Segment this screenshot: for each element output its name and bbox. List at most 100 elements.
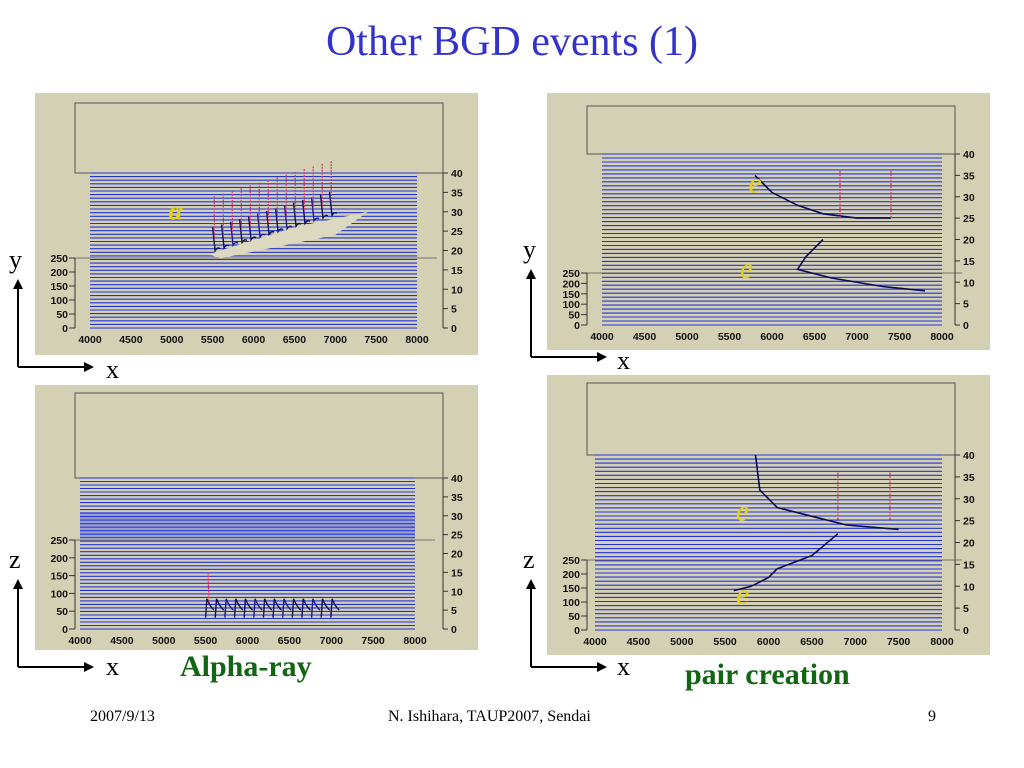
right-tick-label: 0 bbox=[963, 625, 969, 637]
left-tick-label: 250 bbox=[50, 535, 68, 547]
positron-track bbox=[796, 238, 926, 292]
right-tick-label: 10 bbox=[451, 586, 463, 598]
footer-author: N. Ishihara, TAUP2007, Sendai bbox=[388, 708, 591, 725]
panel-background bbox=[35, 385, 478, 650]
axis-label-y-top-right: y bbox=[523, 235, 536, 264]
axis-label-x-bottom-right: x bbox=[617, 652, 630, 681]
x-tick-label: 6500 bbox=[283, 334, 307, 346]
right-tick-label: 0 bbox=[451, 624, 457, 636]
left-tick-label: 100 bbox=[50, 588, 68, 600]
left-tick-label: 100 bbox=[562, 597, 580, 609]
x-tick-label: 8000 bbox=[930, 636, 954, 648]
axis-arrow-bottom-right bbox=[526, 579, 607, 672]
x-tick-label: 8000 bbox=[403, 635, 427, 647]
right-tick-label: 40 bbox=[963, 450, 975, 462]
axis-label-x-top-left: x bbox=[106, 355, 119, 384]
axis-label-z-bottom-right: z bbox=[523, 545, 535, 574]
right-tick-label: 20 bbox=[451, 246, 463, 258]
left-tick-label: 0 bbox=[62, 624, 68, 636]
x-tick-label: 8000 bbox=[405, 334, 429, 346]
alpha-hit-curve bbox=[243, 598, 254, 618]
right-tick-label: 30 bbox=[963, 192, 975, 204]
right-tick-label: 10 bbox=[451, 284, 463, 296]
alpha-track-region bbox=[208, 211, 368, 259]
right-tick-label: 25 bbox=[451, 226, 463, 238]
left-tick-label: 100 bbox=[562, 299, 580, 311]
x-tick-label: 5000 bbox=[670, 636, 694, 648]
right-tick-label: 5 bbox=[451, 605, 457, 617]
left-tick-label: 150 bbox=[50, 571, 68, 583]
particle-annotation: α bbox=[169, 197, 184, 226]
alpha-hit-curve bbox=[328, 191, 338, 218]
left-tick-label: 0 bbox=[574, 625, 580, 637]
left-tick-label: 50 bbox=[56, 606, 68, 618]
alpha-hit-curve bbox=[301, 598, 311, 618]
x-tick-label: 5500 bbox=[713, 636, 737, 648]
alpha-hit-curve bbox=[214, 598, 225, 618]
alpha-peak-marker bbox=[207, 572, 210, 603]
x-tick-label: 4000 bbox=[68, 635, 92, 647]
alpha-hit-curve bbox=[229, 221, 239, 248]
page-number: 9 bbox=[928, 708, 936, 725]
alpha-hit-curve bbox=[291, 598, 302, 618]
axis-label-y-top-left: y bbox=[9, 245, 22, 274]
x-tick-label: 5000 bbox=[675, 331, 699, 343]
right-tick-label: 40 bbox=[963, 149, 975, 161]
left-tick-label: 250 bbox=[50, 253, 68, 265]
right-tick-label: 30 bbox=[963, 494, 975, 506]
left-tick-label: 50 bbox=[568, 611, 580, 623]
x-tick-label: 7500 bbox=[361, 635, 385, 647]
alpha-hit-curve bbox=[211, 227, 221, 253]
x-tick-label: 6000 bbox=[236, 635, 260, 647]
x-tick-label: 4500 bbox=[110, 635, 134, 647]
alpha-hit-curve bbox=[220, 224, 230, 250]
x-tick-label: 4000 bbox=[590, 331, 614, 343]
axis-arrow-top-left bbox=[13, 279, 94, 372]
left-tick-label: 0 bbox=[62, 323, 68, 335]
footer-date: 2007/9/13 bbox=[90, 708, 155, 725]
x-tick-label: 6500 bbox=[803, 331, 827, 343]
left-tick-label: 200 bbox=[562, 278, 580, 290]
alpha-hit-curve bbox=[204, 598, 215, 618]
right-tick-label: 25 bbox=[963, 516, 975, 528]
x-tick-label: 5000 bbox=[152, 635, 176, 647]
x-tick-label: 6000 bbox=[760, 331, 784, 343]
x-tick-label: 7000 bbox=[844, 636, 868, 648]
left-tick-label: 150 bbox=[50, 281, 68, 293]
particle-annotation: e bbox=[748, 167, 761, 200]
left-tick-label: 250 bbox=[562, 268, 580, 280]
alpha-hit-curve bbox=[265, 210, 275, 237]
x-tick-label: 5500 bbox=[194, 635, 218, 647]
alpha-hit-curve bbox=[274, 208, 284, 234]
axis-label-z-bottom-left: z bbox=[9, 545, 21, 574]
alpha-hit-curve bbox=[310, 598, 321, 618]
event-display-top-left: 0 50 100 150 200 250 0 5 10 15 20 25 30 35 40 4000 4500 5… bbox=[35, 93, 478, 355]
alpha-hit-curve bbox=[256, 213, 266, 240]
event-display-top-right: 0 50 100 150 200 250 0 5 10 15 20 25 30 35 40 4000 4500 5… bbox=[547, 93, 990, 350]
right-tick-label: 35 bbox=[451, 492, 463, 504]
x-tick-label: 4500 bbox=[627, 636, 651, 648]
caption-alpha-ray: Alpha-ray bbox=[180, 650, 312, 683]
right-tick-label: 30 bbox=[451, 511, 463, 523]
particle-annotation: e bbox=[736, 495, 749, 528]
event-display-bottom-right: 0 50 100 150 200 250 0 5 10 15 20 25 30 35 40 4000 4500 5… bbox=[547, 375, 990, 655]
x-tick-label: 6000 bbox=[757, 636, 781, 648]
left-tick-label: 0 bbox=[574, 320, 580, 332]
noise-band bbox=[80, 511, 415, 539]
x-tick-label: 5500 bbox=[201, 334, 225, 346]
left-tick-label: 200 bbox=[50, 267, 68, 279]
left-tick-label: 150 bbox=[562, 289, 580, 301]
right-tick-label: 35 bbox=[963, 472, 975, 484]
axis-arrow-bottom-left bbox=[13, 579, 94, 672]
alpha-hit-curve bbox=[283, 205, 293, 231]
x-tick-label: 8000 bbox=[930, 331, 954, 343]
particle-annotation: e bbox=[736, 578, 749, 611]
right-tick-label: 20 bbox=[451, 549, 463, 561]
right-tick-label: 5 bbox=[451, 304, 457, 316]
slide-title: Other BGD events (1) bbox=[325, 19, 699, 65]
right-tick-label: 30 bbox=[451, 207, 463, 219]
x-tick-label: 7000 bbox=[324, 334, 348, 346]
